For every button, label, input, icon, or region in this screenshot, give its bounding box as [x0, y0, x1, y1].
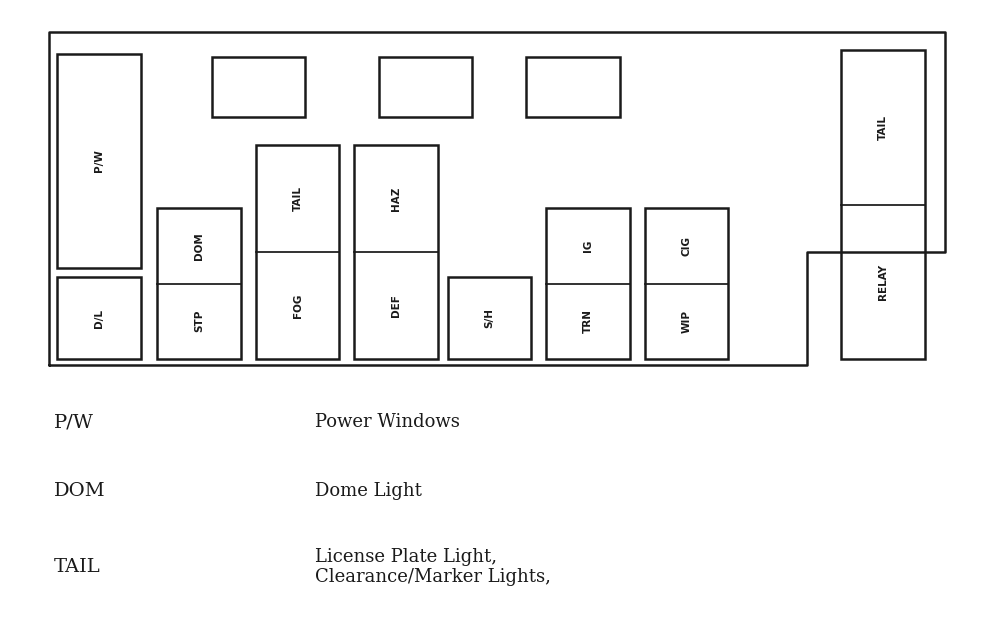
- Text: TAIL: TAIL: [878, 115, 889, 140]
- Text: FOG: FOG: [292, 294, 303, 318]
- Bar: [526, 57, 620, 117]
- Bar: [448, 277, 531, 359]
- Text: DEF: DEF: [391, 294, 401, 317]
- Text: CIG: CIG: [681, 236, 692, 256]
- Text: TAIL: TAIL: [292, 186, 303, 211]
- Text: Dome Light: Dome Light: [315, 483, 422, 500]
- Text: RELAY: RELAY: [878, 264, 889, 300]
- Text: S/H: S/H: [484, 308, 495, 328]
- Text: WIP: WIP: [681, 310, 692, 333]
- Bar: [546, 208, 630, 359]
- Bar: [645, 208, 728, 359]
- Text: HAZ: HAZ: [391, 186, 401, 210]
- Text: License Plate Light,
Clearance/Marker Lights,: License Plate Light, Clearance/Marker Li…: [315, 547, 551, 587]
- Bar: [841, 50, 925, 359]
- Text: DOM: DOM: [194, 232, 205, 260]
- Bar: [354, 145, 438, 359]
- Text: TAIL: TAIL: [54, 558, 101, 576]
- Bar: [256, 145, 339, 359]
- Text: STP: STP: [194, 310, 205, 333]
- Bar: [212, 57, 305, 117]
- Text: D/L: D/L: [93, 309, 104, 328]
- Bar: [57, 277, 141, 359]
- Bar: [57, 54, 141, 268]
- Text: P/W: P/W: [93, 149, 104, 172]
- Text: IG: IG: [583, 239, 593, 252]
- Bar: [379, 57, 472, 117]
- Bar: [157, 208, 241, 359]
- Text: P/W: P/W: [54, 413, 94, 431]
- Text: Power Windows: Power Windows: [315, 413, 460, 431]
- Text: TRN: TRN: [583, 309, 593, 333]
- Text: DOM: DOM: [54, 483, 105, 500]
